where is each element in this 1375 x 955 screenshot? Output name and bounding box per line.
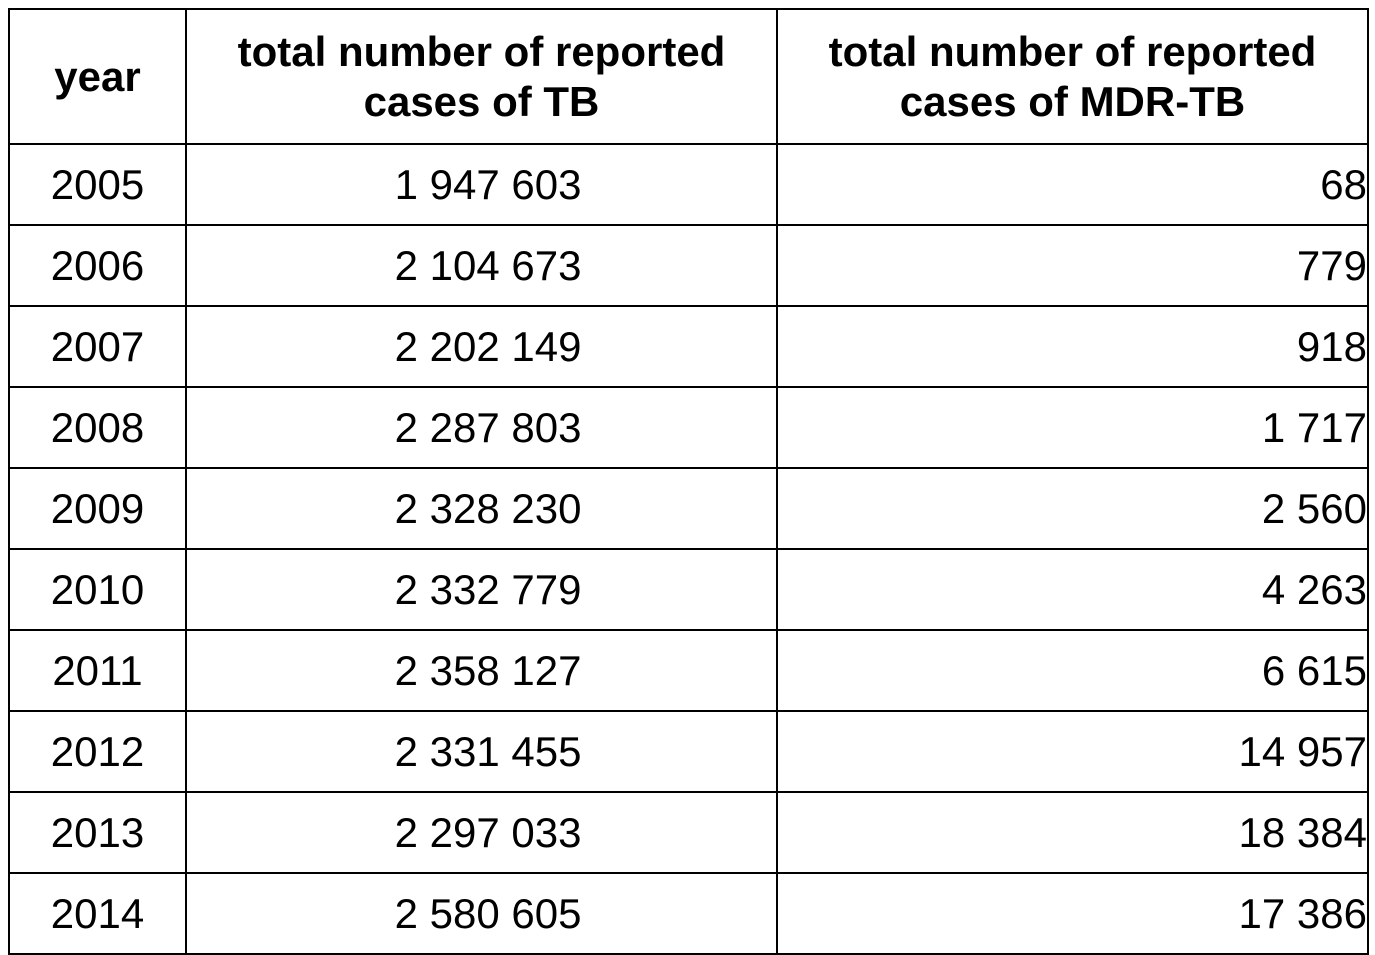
tb-cases-value: 2 104 673	[394, 241, 582, 289]
mdr-tb-cases-cell: 6 615	[776, 629, 1369, 712]
year-cell: 2011	[8, 629, 187, 712]
tb-cases-cell: 2 580 605	[185, 872, 778, 955]
tb-cases-value: 2 358 127	[394, 646, 582, 694]
header-year: year	[8, 8, 187, 145]
year-cell: 2010	[8, 548, 187, 631]
year-cell: 2012	[8, 710, 187, 793]
tb-cases-cell: 2 332 779	[185, 548, 778, 631]
table-row: 2006 2 104 673 779	[8, 224, 1369, 307]
tb-cases-value: 2 580 605	[394, 889, 582, 937]
mdr-tb-cases-cell: 918	[776, 305, 1369, 388]
year-cell: 2008	[8, 386, 187, 469]
year-cell: 2009	[8, 467, 187, 550]
year-cell: 2014	[8, 872, 187, 955]
table-row: 2008 2 287 803 1 717	[8, 386, 1369, 469]
tb-cases-value: 2 202 149	[394, 322, 582, 370]
tb-cases-value: 2 287 803	[394, 403, 582, 451]
table-row: 2011 2 358 127 6 615	[8, 629, 1369, 712]
tb-cases-cell: 2 331 455	[185, 710, 778, 793]
year-cell: 2006	[8, 224, 187, 307]
mdr-tb-cases-cell: 1 717	[776, 386, 1369, 469]
header-mdr-tb-cases: total number of reported cases of MDR-TB	[776, 8, 1369, 145]
tb-cases-value: 2 328 230	[394, 484, 582, 532]
tb-cases-value: 2 331 455	[394, 727, 582, 775]
year-cell: 2005	[8, 143, 187, 226]
table-row: 2014 2 580 605 17 386	[8, 872, 1369, 955]
tb-cases-cell: 2 328 230	[185, 467, 778, 550]
mdr-tb-cases-cell: 14 957	[776, 710, 1369, 793]
year-cell: 2013	[8, 791, 187, 874]
header-tb-cases: total number of reported cases of TB	[185, 8, 778, 145]
table-body: 2005 1 947 603 68 2006 2 104 673 779 2007 2 202…	[8, 143, 1369, 955]
year-cell: 2007	[8, 305, 187, 388]
table-row: 2010 2 332 779 4 263	[8, 548, 1369, 631]
mdr-tb-cases-cell: 68	[776, 143, 1369, 226]
mdr-tb-cases-cell: 17 386	[776, 872, 1369, 955]
tb-cases-cell: 2 202 149	[185, 305, 778, 388]
mdr-tb-cases-cell: 2 560	[776, 467, 1369, 550]
mdr-tb-cases-cell: 18 384	[776, 791, 1369, 874]
header-row: year total number of reported cases of T…	[8, 8, 1369, 145]
tb-cases-cell: 2 287 803	[185, 386, 778, 469]
mdr-tb-cases-cell: 779	[776, 224, 1369, 307]
tb-cases-cell: 2 104 673	[185, 224, 778, 307]
tb-cases-value: 2 297 033	[394, 808, 582, 856]
tb-cases-cell: 2 297 033	[185, 791, 778, 874]
tb-cases-value: 2 332 779	[394, 565, 582, 613]
mdr-tb-cases-cell: 4 263	[776, 548, 1369, 631]
table-row: 2013 2 297 033 18 384	[8, 791, 1369, 874]
table-row: 2005 1 947 603 68	[8, 143, 1369, 226]
tb-cases-cell: 2 358 127	[185, 629, 778, 712]
table-row: 2007 2 202 149 918	[8, 305, 1369, 388]
tb-cases-table: year total number of reported cases of T…	[8, 8, 1369, 955]
tb-cases-value: 1 947 603	[394, 160, 582, 208]
table-row: 2009 2 328 230 2 560	[8, 467, 1369, 550]
table-row: 2012 2 331 455 14 957	[8, 710, 1369, 793]
tb-cases-cell: 1 947 603	[185, 143, 778, 226]
